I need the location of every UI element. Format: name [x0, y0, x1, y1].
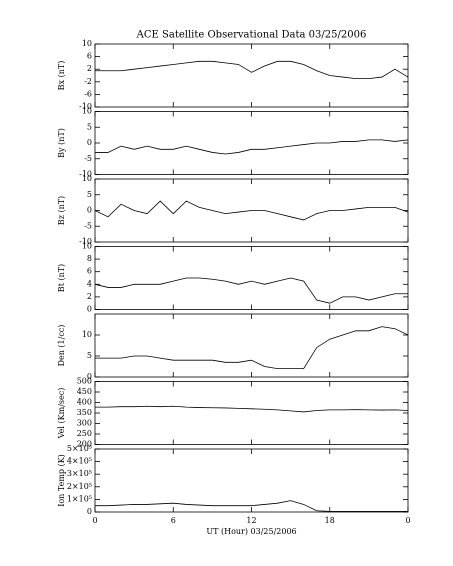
- y-tick-label: -10: [79, 237, 92, 246]
- y-tick-label: 250: [77, 429, 92, 438]
- y-tick-label: 0: [87, 138, 92, 147]
- y-axis-label: Bx (nT): [57, 61, 66, 91]
- y-tick-label: 500: [77, 377, 92, 386]
- y-tick-label: 0: [87, 305, 92, 314]
- y-tick-label: 450: [77, 387, 92, 396]
- y-tick-label: 10: [82, 242, 92, 251]
- y-axis-label: Ion Temp (K): [57, 454, 66, 507]
- x-tick-label: 6: [171, 516, 176, 525]
- y-tick-label: 4×10⁵: [67, 457, 92, 466]
- y-tick-label: 5×10⁵: [67, 444, 92, 453]
- panel-frame: [94, 381, 409, 445]
- panel-frame: [94, 246, 409, 310]
- data-line: [95, 500, 408, 512]
- y-tick-label: 10: [82, 174, 92, 183]
- data-line: [95, 405, 409, 413]
- y-tick-label: 6: [87, 267, 92, 276]
- y-tick-label: 2: [87, 292, 92, 301]
- y-tick-label: 10: [82, 39, 92, 48]
- y-axis-label: By (nT): [57, 128, 66, 158]
- y-tick-label: 350: [77, 408, 92, 417]
- y-tick-label: -10: [79, 102, 92, 111]
- x-tick-label: 0: [92, 516, 97, 525]
- x-tick-label: 12: [246, 516, 256, 525]
- x-tick-label: 0: [405, 516, 410, 525]
- data-line: [95, 326, 409, 369]
- y-tick-label: 0: [87, 507, 92, 516]
- y-tick-label: -5: [84, 221, 92, 230]
- panel-frame: [94, 313, 409, 378]
- y-tick-label: -2: [84, 77, 92, 86]
- y-tick-label: 3×10⁵: [67, 469, 92, 478]
- y-tick-label: 300: [77, 419, 92, 428]
- y-tick-label: 10: [82, 107, 92, 116]
- y-tick-label: 4: [87, 279, 92, 288]
- panel-frame: [94, 43, 409, 108]
- data-line: [94, 277, 408, 304]
- y-axis-label: Bt (nT): [57, 264, 66, 292]
- y-tick-label: 2×10⁵: [67, 482, 92, 491]
- y-tick-label: 400: [77, 398, 92, 407]
- y-axis-label: Bz (nT): [57, 196, 66, 225]
- y-tick-label: 6: [87, 52, 92, 61]
- y-tick-label: 0: [87, 206, 92, 215]
- y-tick-label: -10: [79, 170, 92, 179]
- y-tick-label: 5: [87, 190, 92, 199]
- chart-title: ACE Satellite Observational Data 03/25/2…: [136, 30, 367, 41]
- y-tick-label: 10: [82, 330, 92, 339]
- y-tick-label: 0: [87, 372, 92, 381]
- y-tick-label: -6: [84, 89, 92, 98]
- data-line: [94, 200, 409, 221]
- data-line: [95, 60, 409, 80]
- y-tick-label: 2: [87, 64, 92, 73]
- y-tick-label: 5: [87, 122, 92, 131]
- x-axis-label: UT (Hour) 03/25/2006: [206, 527, 296, 536]
- y-tick-label: 8: [87, 254, 92, 263]
- y-axis-label: Vel (Km/sec): [57, 388, 66, 440]
- y-tick-label: 5: [87, 351, 92, 360]
- y-axis-label: Den (1/cc): [57, 325, 66, 367]
- y-tick-label: -5: [84, 154, 92, 163]
- panel-frame: [94, 111, 409, 175]
- data-line: [95, 139, 409, 155]
- x-tick-label: 18: [325, 516, 335, 525]
- panel-frame: [94, 448, 409, 513]
- y-tick-label: 1×10⁵: [67, 494, 92, 503]
- y-tick-label: 200: [77, 440, 92, 449]
